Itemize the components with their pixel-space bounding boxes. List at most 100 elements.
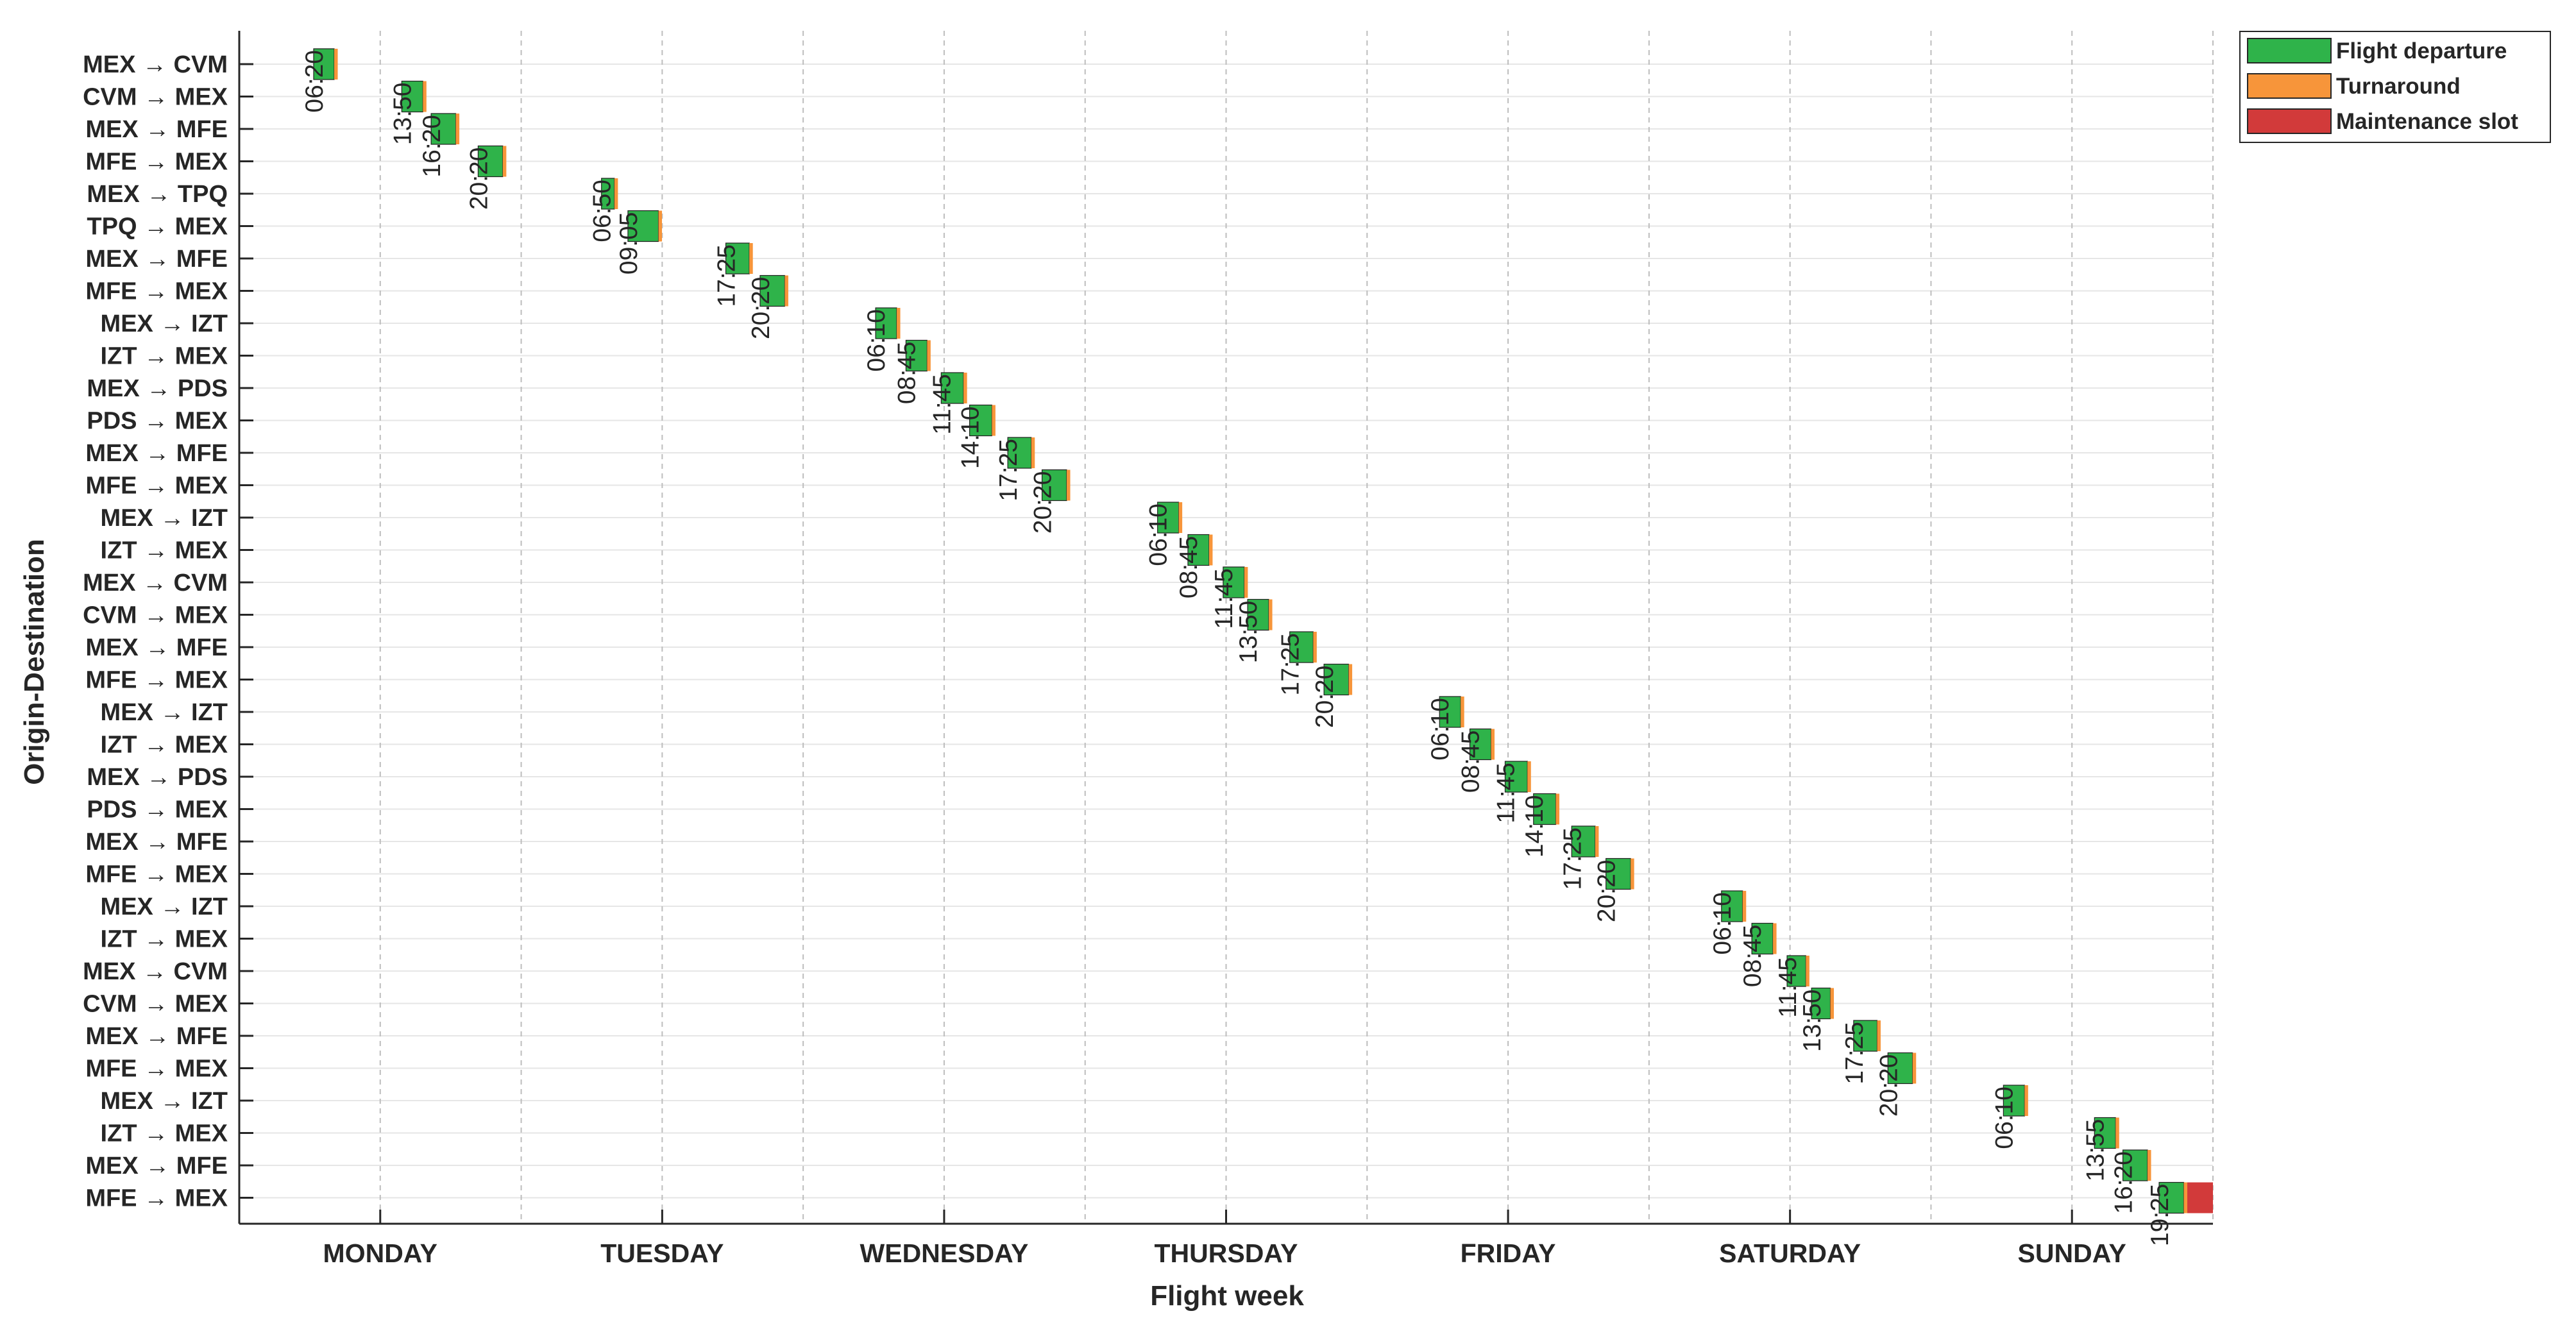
flight-bar bbox=[1289, 631, 1314, 663]
row-label: MFE → MEX bbox=[85, 278, 228, 305]
row-label: MEX → MFE bbox=[85, 1153, 228, 1179]
departure-time-label: 20:20 bbox=[465, 148, 493, 210]
row-label: MEX → CVM bbox=[83, 570, 228, 596]
departure-time-label: 16:20 bbox=[418, 115, 446, 178]
day-separators bbox=[379, 31, 2214, 1224]
flight-bar bbox=[477, 145, 504, 178]
departure-time-label: 17:25 bbox=[1277, 633, 1305, 696]
departure-time-label: 08:45 bbox=[893, 342, 920, 405]
departure-time-label: 13:50 bbox=[389, 83, 416, 146]
departure-time-label: 06:10 bbox=[1427, 698, 1454, 761]
departure-time-label: 06:10 bbox=[1709, 892, 1736, 955]
row-label: MEX → TPQ bbox=[87, 181, 228, 208]
day-label: TUESDAY bbox=[600, 1238, 724, 1268]
departure-time-label: 20:20 bbox=[1875, 1054, 1902, 1117]
row-label: MEX → IZT bbox=[101, 893, 228, 920]
flight-bar bbox=[430, 113, 457, 145]
departure-time-label: 17:25 bbox=[1841, 1022, 1868, 1085]
turnaround-bar bbox=[455, 114, 460, 144]
legend-swatch-flight bbox=[2247, 38, 2332, 63]
row-label: MEX → IZT bbox=[101, 699, 228, 726]
row-label: TPQ → MEX bbox=[87, 214, 228, 241]
departure-time-label: 14:10 bbox=[957, 407, 985, 469]
departure-time-label: 08:45 bbox=[1175, 536, 1203, 599]
row-label: MFE → MEX bbox=[85, 473, 228, 500]
departure-time-label: 17:25 bbox=[995, 439, 1022, 502]
departure-time-label: 08:45 bbox=[1739, 925, 1767, 988]
turnaround-bar bbox=[1461, 697, 1464, 727]
flight-bar bbox=[759, 275, 786, 307]
row-label: MEX → PDS bbox=[87, 375, 228, 402]
turnaround-bar bbox=[1313, 632, 1317, 663]
departure-time-label: 11:45 bbox=[1492, 763, 1520, 824]
departure-time-label: 20:20 bbox=[747, 277, 775, 340]
turnaround-bar bbox=[1031, 437, 1035, 468]
flight-bar bbox=[875, 307, 897, 339]
row-label: MFE → MEX bbox=[85, 667, 228, 694]
flight-bar bbox=[1606, 858, 1631, 890]
flight-bar bbox=[940, 372, 964, 404]
flight-bar bbox=[1786, 955, 1806, 987]
turnaround-bar bbox=[2115, 1117, 2119, 1149]
row-label: IZT → MEX bbox=[101, 537, 228, 564]
row-label: IZT → MEX bbox=[101, 1120, 228, 1147]
y-axis-title: Origin-Destination bbox=[19, 539, 50, 785]
day-label: THURSDAY bbox=[1154, 1238, 1298, 1268]
flight-bar bbox=[401, 80, 423, 113]
row-label: MEX → PDS bbox=[87, 764, 228, 791]
row-label: MFE → MEX bbox=[85, 861, 228, 888]
row-label: MEX → MFE bbox=[85, 440, 228, 467]
turnaround-bar bbox=[1631, 858, 1634, 890]
flight-bars bbox=[313, 48, 2213, 1214]
turnaround-bar bbox=[1491, 729, 1495, 760]
turnaround-bar bbox=[1067, 469, 1071, 501]
flight-bar bbox=[1533, 793, 1557, 825]
row-label: PDS → MEX bbox=[87, 408, 228, 435]
turnaround-bar bbox=[1527, 761, 1531, 792]
turnaround-bar bbox=[749, 243, 753, 274]
day-labels: MONDAY TUESDAY WEDNESDAY THURSDAY FRIDAY SATU… bbox=[323, 1238, 2126, 1268]
turnaround-bar bbox=[502, 146, 507, 177]
row-label: PDS → MEX bbox=[87, 797, 228, 824]
turnaround-bar bbox=[1806, 956, 1809, 986]
x-axis-title: Flight week bbox=[1150, 1280, 1304, 1312]
row-label: MEX → MFE bbox=[85, 116, 228, 143]
day-label: SUNDAY bbox=[2018, 1238, 2126, 1268]
departure-time-label: 06:10 bbox=[1145, 503, 1173, 566]
departure-time-label: 11:45 bbox=[928, 374, 956, 435]
flight-bar bbox=[725, 242, 750, 275]
turnaround-bar bbox=[1912, 1052, 1917, 1084]
turnaround-bar bbox=[897, 308, 901, 339]
row-label: MEX → CVM bbox=[83, 51, 228, 78]
departure-time-label: 17:25 bbox=[1559, 827, 1586, 890]
row-label: CVM → MEX bbox=[83, 84, 228, 111]
turnaround-bar bbox=[1244, 567, 1248, 598]
departure-time-label: 19:25 bbox=[2146, 1184, 2174, 1247]
departure-time-label: 13:55 bbox=[2081, 1119, 2109, 1182]
departure-time-label: 20:20 bbox=[1593, 860, 1621, 923]
legend: Flight departure Turnaround Maintenance … bbox=[2239, 31, 2551, 143]
departure-time-label: 13:50 bbox=[1235, 601, 1262, 664]
turnaround-bar bbox=[1877, 1020, 1881, 1051]
row-label: MEX → IZT bbox=[101, 310, 228, 337]
flight-bar bbox=[1041, 469, 1067, 502]
row-label: MEX → MFE bbox=[85, 1023, 228, 1050]
turnaround-bar bbox=[784, 275, 788, 307]
row-label: MEX → MFE bbox=[85, 829, 228, 856]
departure-time-labels: 06:2013:5016:2020:2006:5009:0517:2520:20… bbox=[301, 50, 2174, 1246]
departure-time-label: 11:45 bbox=[1210, 568, 1238, 629]
row-label: CVM → MEX bbox=[83, 602, 228, 629]
turnaround-bar bbox=[1830, 988, 1835, 1019]
row-label: MEX → MFE bbox=[85, 246, 228, 273]
flight-bar bbox=[1223, 566, 1245, 598]
flight-bar bbox=[2094, 1117, 2116, 1149]
departure-time-label: 09:05 bbox=[615, 212, 643, 275]
flight-bar bbox=[1721, 890, 1743, 922]
departure-time-label: 06:50 bbox=[589, 180, 616, 242]
flight-bar bbox=[1887, 1052, 1913, 1085]
legend-label-maintenance: Maintenance slot bbox=[2336, 109, 2518, 134]
departure-time-label: 06:10 bbox=[863, 309, 890, 372]
turnaround-bar bbox=[1773, 923, 1777, 954]
flight-bar bbox=[2003, 1085, 2025, 1117]
